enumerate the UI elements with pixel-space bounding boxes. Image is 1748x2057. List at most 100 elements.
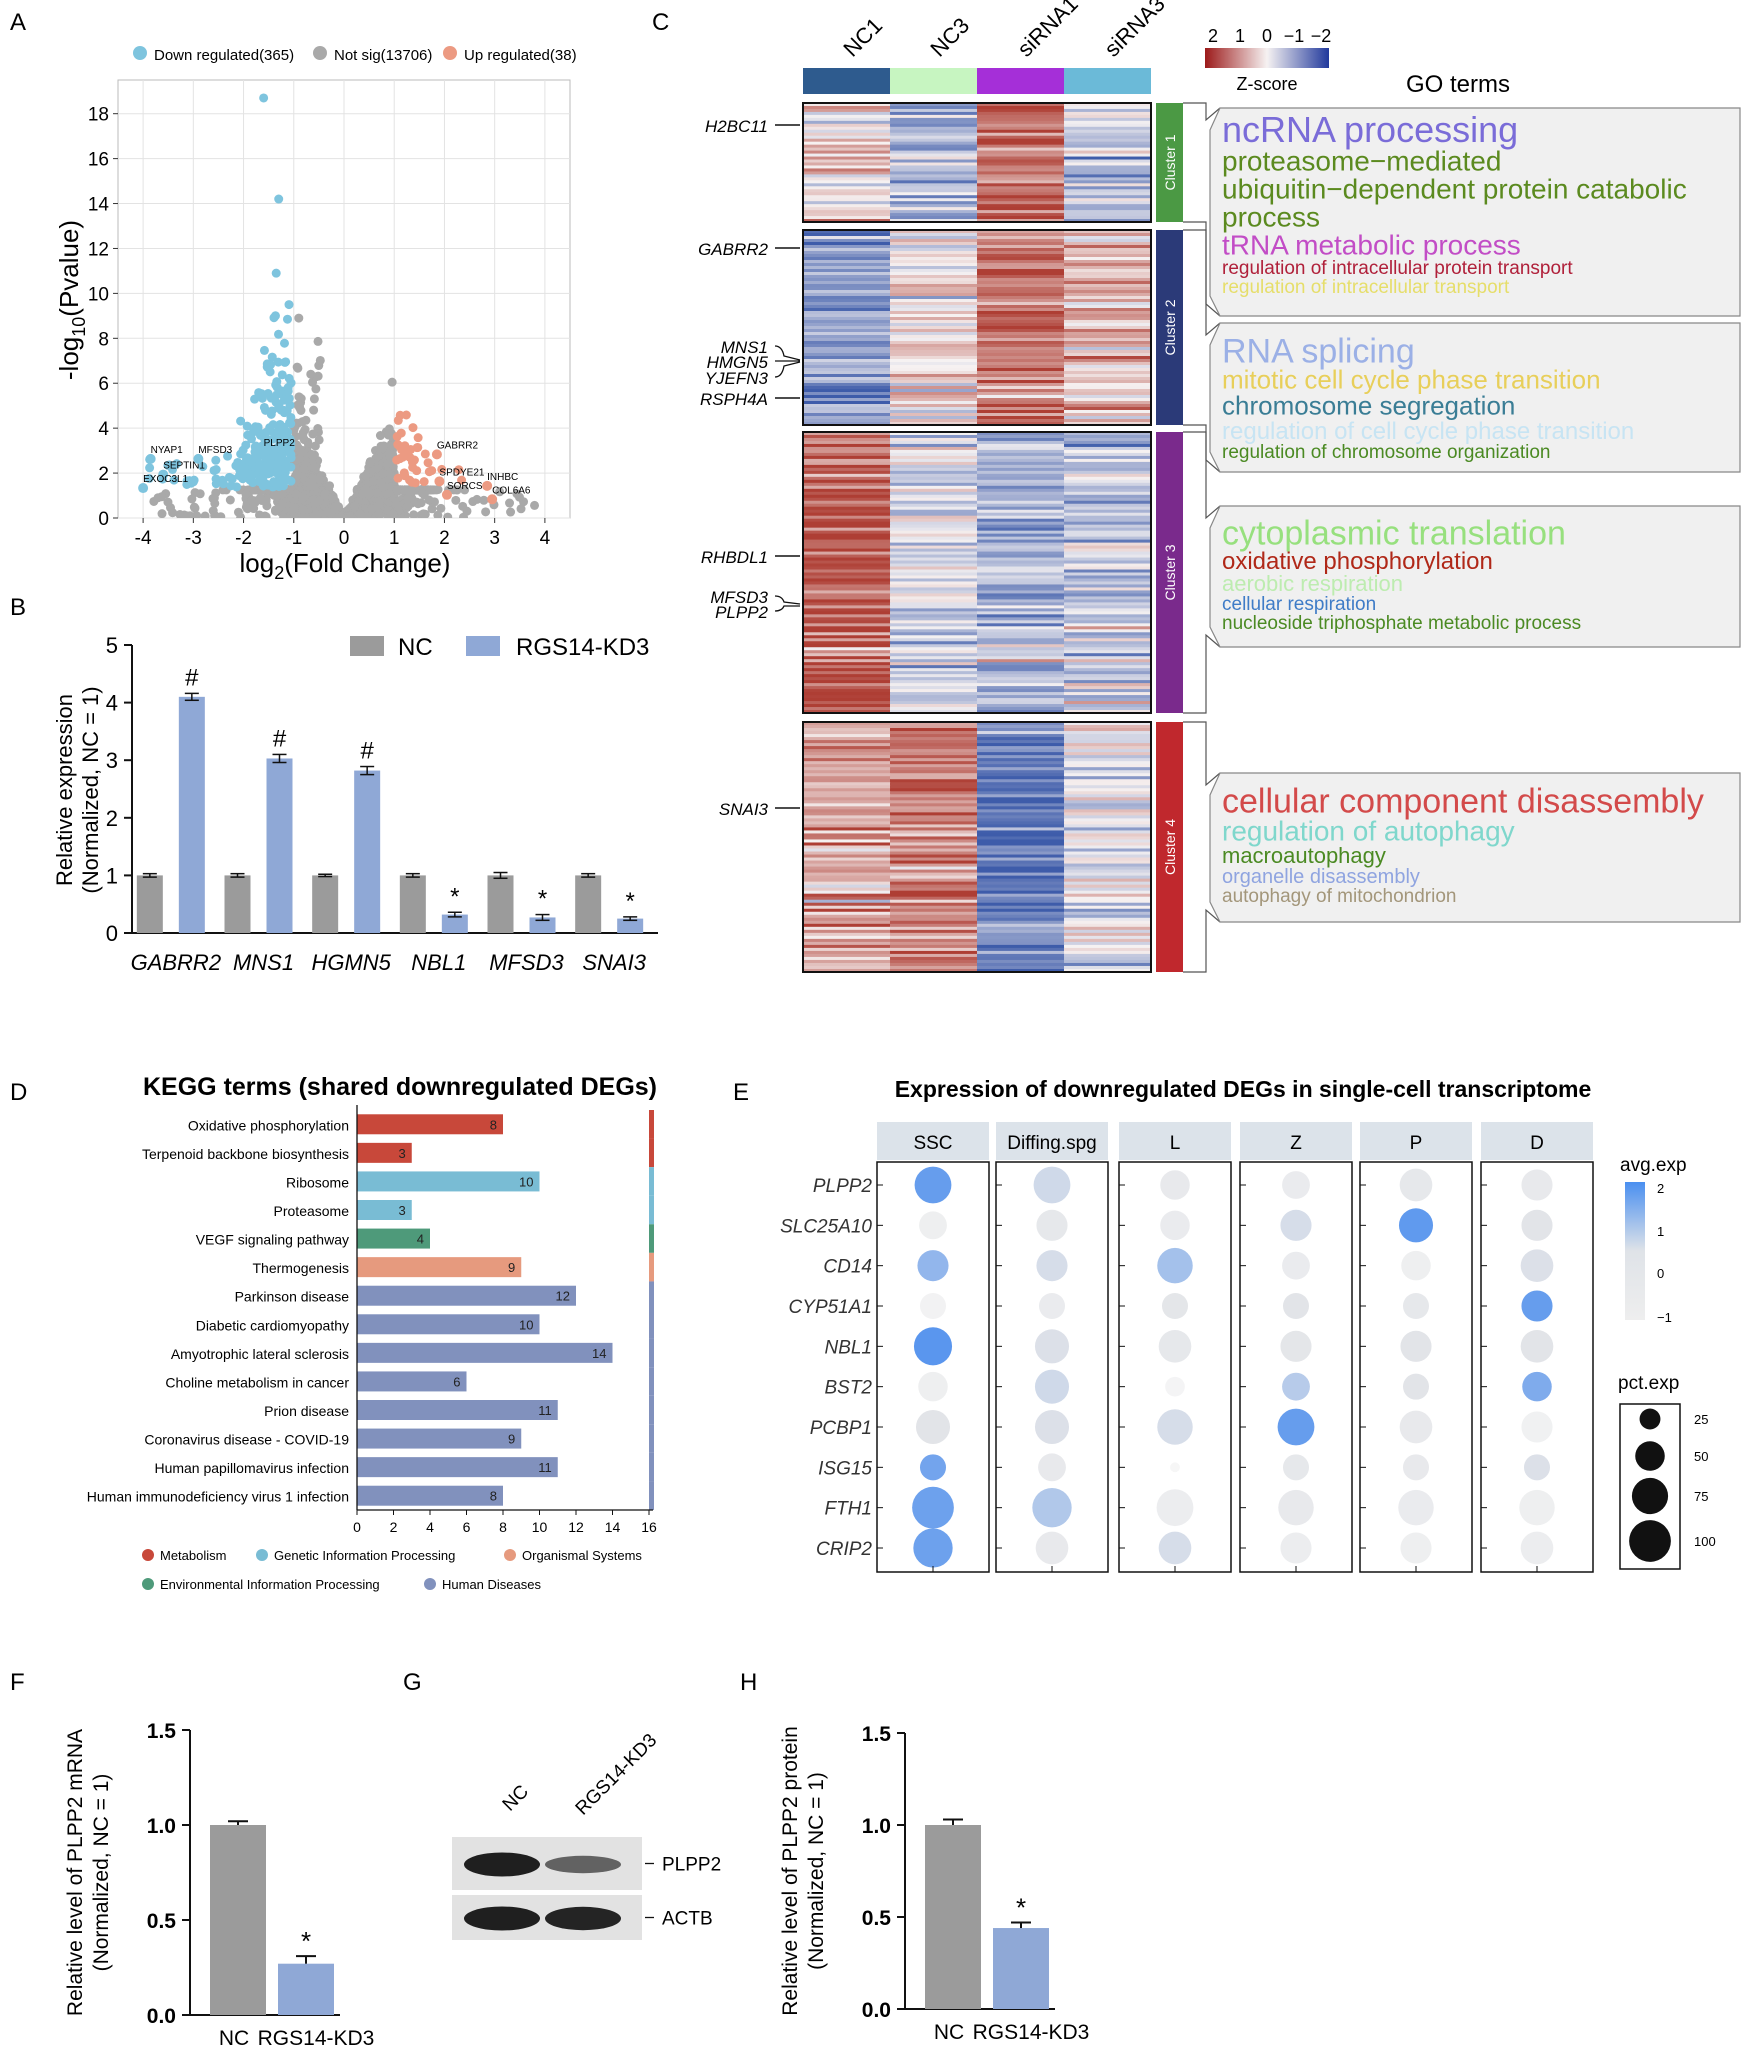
heat-cell	[803, 875, 891, 880]
x-tick-label: -1	[285, 528, 302, 549]
heat-cell	[803, 111, 891, 116]
ns-point	[425, 485, 435, 495]
heat-cell	[1064, 938, 1152, 943]
heat-cell	[1064, 968, 1152, 973]
heat-cell	[890, 605, 978, 609]
heat-cell	[1064, 863, 1152, 868]
ns-point	[163, 497, 173, 507]
heat-cell	[803, 192, 891, 196]
volcano-x-label: log2(Fold Change)	[240, 548, 451, 583]
heat-cell	[977, 159, 1065, 164]
up-point	[408, 423, 418, 433]
heat-cell	[803, 219, 891, 223]
heat-cell	[1064, 323, 1152, 327]
heat-cell	[977, 123, 1065, 128]
gene-label-snai3: SNAI3	[719, 800, 769, 819]
dot-crip2-z	[1280, 1532, 1312, 1564]
heat-cell	[977, 737, 1065, 741]
heat-cell	[890, 521, 978, 526]
heat-cell	[1064, 245, 1152, 249]
heat-cell	[803, 893, 891, 898]
kegg-legend-dot-environmental-information-processing	[142, 1578, 154, 1590]
heat-cell	[890, 671, 978, 675]
y-tick-label: 0.0	[862, 1999, 891, 2022]
up-point	[420, 449, 430, 459]
down-point	[172, 459, 182, 469]
heat-cell	[1064, 467, 1152, 472]
heat-cell	[977, 147, 1065, 152]
dot-isg15-p	[1402, 1454, 1430, 1481]
y-tick-label: 0.0	[147, 2005, 176, 2028]
heat-cell	[1064, 824, 1152, 829]
heat-cell	[803, 440, 891, 445]
heat-cell	[1064, 926, 1152, 931]
down-point	[275, 456, 285, 466]
heat-cell	[803, 767, 891, 771]
dot-fth1-d	[1519, 1489, 1555, 1526]
y-axis-label: (Normalized, NC = 1)	[90, 1774, 113, 1972]
heat-cell	[803, 416, 891, 420]
x-tick-label: 0	[353, 1519, 361, 1535]
heat-cell	[890, 626, 978, 630]
kegg-legend-organismal-systems: Organismal Systems	[522, 1548, 642, 1563]
heat-cell	[977, 432, 1065, 436]
heat-cell	[890, 812, 978, 816]
heat-cell	[890, 305, 978, 309]
heat-cell	[803, 386, 891, 390]
heat-cell	[890, 569, 978, 574]
bar-nc-nbl1	[399, 875, 426, 933]
heat-cell	[977, 740, 1065, 744]
kegg-legend-metabolism: Metabolism	[160, 1548, 226, 1563]
ns-point	[294, 400, 304, 410]
heat-cell	[977, 126, 1065, 131]
heat-cell	[1064, 144, 1152, 149]
heat-cell	[803, 683, 891, 687]
dotplot-gene-bst2: BST2	[824, 1378, 872, 1399]
heat-cell	[977, 746, 1065, 750]
x-tick-label: 14	[605, 1519, 621, 1535]
heat-cell	[890, 416, 978, 420]
heat-cell	[977, 824, 1065, 829]
heat-cell	[1064, 875, 1152, 880]
dotplot-column-header	[1481, 1122, 1593, 1160]
ns-point	[458, 501, 468, 511]
heat-cell	[803, 434, 891, 439]
heat-cell	[890, 677, 978, 681]
heat-cell	[803, 108, 891, 113]
down-point	[286, 412, 296, 422]
y-axis-label: (Normalized, NC = 1)	[805, 1772, 828, 1970]
heat-cell	[977, 956, 1065, 961]
kegg-value-label: 8	[490, 1117, 497, 1132]
heat-cell	[977, 620, 1065, 624]
ns-point	[306, 369, 316, 379]
heatmap-block-border	[802, 229, 1152, 426]
heat-cell	[890, 377, 978, 381]
heat-cell	[977, 869, 1065, 874]
heat-cell	[977, 605, 1065, 609]
heat-cell	[977, 266, 1065, 270]
heat-cell	[977, 506, 1065, 511]
heat-cell	[890, 114, 978, 119]
heat-cell	[977, 887, 1065, 892]
y-tick-label: 4	[106, 691, 118, 716]
kegg-category-strip	[649, 1281, 654, 1310]
blot-band-actb-rgs14-kd3	[545, 1906, 621, 1931]
cluster-label-cluster-1: Cluster 1	[1162, 134, 1178, 190]
heat-cell	[977, 198, 1065, 202]
dotplot-column-header	[1240, 1122, 1352, 1160]
heat-cell	[803, 770, 891, 774]
heat-cell	[890, 620, 978, 624]
heat-cell	[977, 329, 1065, 333]
heat-cell	[1064, 914, 1152, 919]
heat-cell	[803, 120, 891, 125]
kegg-bar-prion-disease	[357, 1400, 558, 1420]
heat-cell	[977, 845, 1065, 850]
go-term-regulation-of-intracellular-protein-transport: regulation of intracellular protein tran…	[1222, 258, 1573, 279]
heat-cell	[890, 866, 978, 871]
heat-cell	[977, 962, 1065, 967]
heat-cell	[890, 314, 978, 318]
x-tick-label-kd3: RGS14-KD3	[973, 2021, 1090, 2044]
heat-cell	[977, 947, 1065, 952]
heat-cell	[890, 497, 978, 502]
heat-cell	[977, 275, 1065, 279]
